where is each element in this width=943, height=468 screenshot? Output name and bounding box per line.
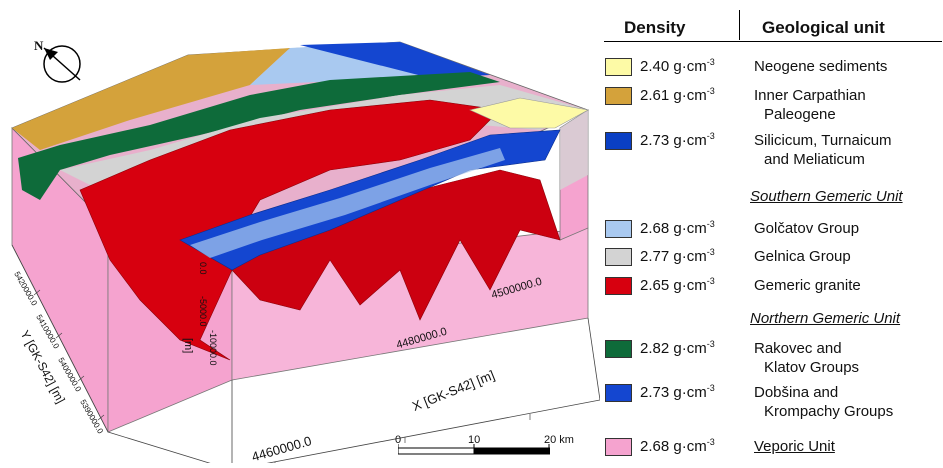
unit-line1: Veporic Unit [754,438,835,455]
z-axis-label: [m] [182,338,194,354]
legend-density: 2.68 g·cm-3 [640,437,715,455]
paleogene-strip [12,48,290,150]
header-divider [739,10,740,40]
density-unit: g·cm [673,438,707,455]
density-unit: g·cm [673,340,707,357]
density-exponent: -3 [706,57,715,67]
model-svg [11,41,601,468]
legend-density: 2.82 g·cm-3 [640,339,715,357]
density-header: Density [624,18,686,37]
legend-swatch [605,132,632,150]
density-exponent: -3 [706,247,715,257]
unit-line1: Silicicum, Turnaicum [754,132,892,149]
legend-density: 2.61 g·cm-3 [640,86,715,104]
group-southern-gemeric: Southern Gemeric Unit [750,188,903,205]
density-unit: g·cm [673,248,707,265]
bounding-box [11,244,601,468]
legend-density: 2.40 g·cm-3 [640,57,715,75]
legend-swatch [605,248,632,266]
unit-line2: Krompachy Groups [764,403,894,420]
legend-unit: Golčatov Group [754,219,859,238]
legend-swatch [605,220,632,238]
density-unit: g·cm [673,384,707,401]
density-unit: g·cm [673,277,707,294]
legend-unit: Gemeric granite [754,276,861,295]
density-value: 2.68 [640,220,674,237]
legend-unit: Dobšina and Krompachy Groups [754,383,893,421]
density-exponent: -3 [706,437,715,447]
density-exponent: -3 [706,276,715,286]
group-northern-gemeric: Northern Gemeric Unit [750,310,901,327]
legend-unit: Gelnica Group [754,247,851,266]
legend-swatch [605,58,632,76]
density-unit: g·cm [673,220,707,237]
legend-unit: Inner Carpathian Paleogene [754,86,866,124]
unit-line1: Neogene sediments [754,58,888,75]
unit-line1: Inner Carpathian [754,87,866,104]
legend-unit: Veporic Unit [754,437,835,456]
unit-line2: Paleogene [764,106,836,123]
scale-label-10: 10 [468,434,481,446]
unit-header: Geological unit [762,18,885,37]
legend: Density Geological unit Southern Gemeric… [600,0,943,463]
density-value: 2.73 [640,132,674,149]
north-arrow-icon [43,45,81,83]
density-value: 2.68 [640,438,674,455]
density-exponent: -3 [706,219,715,229]
legend-swatch [605,87,632,105]
density-exponent: -3 [706,86,715,96]
scale-label-0: 0 [395,434,402,446]
z-tick: -10000.0 [208,330,218,366]
unit-line2: and Meliaticum [764,151,865,168]
unit-line2: Klatov Groups [764,359,860,376]
unit-line1: Gelnica Group [754,248,851,265]
legend-swatch [605,384,632,402]
density-value: 2.40 [640,58,674,75]
scale-label-20: 20 km [544,434,574,446]
density-value: 2.73 [640,384,674,401]
legend-density: 2.65 g·cm-3 [640,276,715,294]
z-tick: 0.0 [198,262,208,275]
rakovec-band [18,72,500,200]
header-rule [604,41,942,42]
unit-line1: Rakovec and [754,340,842,357]
legend-swatch [605,340,632,358]
unit-line1: Golčatov Group [754,220,860,237]
legend-swatch [605,438,632,456]
granite-mass [79,99,501,361]
legend-density: 2.68 g·cm-3 [640,219,715,237]
density-value: 2.65 [640,277,674,294]
density-value: 2.77 [640,248,674,265]
density-unit: g·cm [673,87,707,104]
model-3d-view: N 5420000.0 5410000.0 5400000.0 5390000.… [11,38,601,468]
density-exponent: -3 [706,131,715,141]
z-tick: -5000.0 [198,296,208,327]
legend-swatch [605,277,632,295]
density-value: 2.61 [640,87,674,104]
density-value: 2.82 [640,340,674,357]
legend-density: 2.77 g·cm-3 [640,247,715,265]
legend-unit: Silicicum, Turnaicum and Meliaticum [754,131,892,169]
density-exponent: -3 [706,383,715,393]
neogene-patch [469,97,589,129]
north-label: N [34,38,44,53]
scale-bar [398,444,550,455]
legend-unit: Neogene sediments [754,57,887,76]
legend-unit: Rakovec and Klatov Groups [754,339,859,377]
density-exponent: -3 [706,339,715,349]
legend-density: 2.73 g·cm-3 [640,383,715,401]
legend-density: 2.73 g·cm-3 [640,131,715,149]
unit-line1: Dobšina and [754,384,839,401]
dobsina-strip-back [300,42,490,78]
unit-line1: Gemeric granite [754,277,861,294]
density-unit: g·cm [673,132,707,149]
density-unit: g·cm [673,58,707,75]
